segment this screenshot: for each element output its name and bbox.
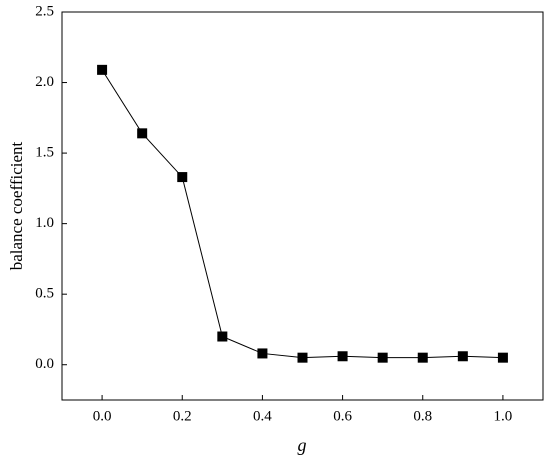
x-tick-label: 0.2 bbox=[173, 408, 192, 424]
x-tick-label: 0.0 bbox=[93, 408, 112, 424]
series-line bbox=[101, 69, 503, 359]
x-tick-label: 0.6 bbox=[333, 408, 352, 424]
y-axis-label: balance coefficient bbox=[7, 141, 26, 270]
x-tick-label: 0.4 bbox=[253, 408, 272, 424]
y-tick-label: 0.0 bbox=[35, 356, 54, 372]
marker bbox=[497, 352, 508, 363]
x-tick-label: 1.0 bbox=[494, 408, 513, 424]
y-tick-label: 1.0 bbox=[35, 215, 54, 231]
marker bbox=[457, 351, 468, 362]
marker bbox=[177, 172, 188, 183]
plot-frame bbox=[61, 11, 544, 401]
y-tick-label: 1.5 bbox=[35, 145, 54, 161]
x-axis-label: g bbox=[298, 435, 307, 455]
marker bbox=[137, 128, 148, 139]
y-tick-label: 0.5 bbox=[35, 286, 54, 302]
marker bbox=[97, 64, 108, 75]
marker bbox=[257, 348, 268, 359]
marker bbox=[297, 352, 308, 363]
marker bbox=[377, 352, 388, 363]
marker bbox=[337, 351, 348, 362]
marker bbox=[217, 331, 228, 342]
y-tick-label: 2.5 bbox=[35, 3, 54, 19]
marker bbox=[417, 352, 428, 363]
y-tick-label: 2.0 bbox=[35, 74, 54, 90]
x-tick-label: 0.8 bbox=[413, 408, 432, 424]
